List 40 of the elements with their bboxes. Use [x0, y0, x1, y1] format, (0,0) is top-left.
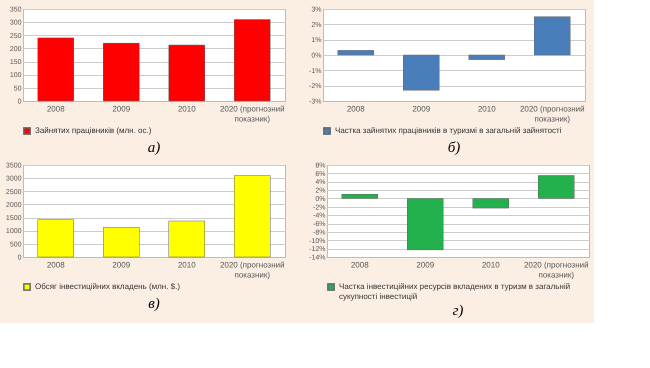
bar	[168, 220, 205, 258]
x-tick-label: 2009	[412, 104, 431, 114]
x-tick-label: 2020 (прогнозний показник)	[524, 260, 589, 280]
bar	[342, 194, 378, 199]
bar	[38, 219, 74, 258]
text: б)	[448, 140, 460, 156]
text: а)	[148, 140, 160, 156]
x-tick-label: 2020 (прогнозний показник)	[220, 104, 285, 124]
bar	[234, 19, 270, 102]
x-tick-label: 2020 (прогнозний показник)	[520, 104, 585, 124]
x-tick-label: 2020 (прогнозний показник)	[220, 260, 285, 280]
text: г)	[452, 303, 464, 319]
legend-label: Частка зайнятих працівників в туризмі в загальній зайнятості	[335, 126, 562, 135]
bar	[338, 50, 374, 56]
legend-label: Обсяг інвестиційних вкладень (млн. $.)	[35, 282, 180, 291]
x-tick-label: 2008	[46, 260, 66, 270]
bar	[234, 175, 270, 258]
x-tick-label: 2009	[416, 260, 435, 270]
x-tick-label: 2009	[112, 104, 131, 114]
text: в)	[148, 296, 160, 312]
bar	[534, 16, 570, 56]
bar	[103, 42, 140, 102]
bar	[538, 175, 574, 199]
x-tick-label: 2010	[178, 260, 196, 270]
x-tick-label: 2008	[350, 260, 370, 270]
bar	[38, 38, 74, 102]
bar	[472, 198, 509, 208]
x-tick-label: 2008	[46, 104, 66, 114]
x-tick-label: 2008	[346, 104, 366, 114]
x-tick-label: 2010	[482, 260, 500, 270]
bar	[403, 54, 440, 91]
legend-label: Зайнятих працівників (млн. ос.)	[35, 126, 152, 135]
x-tick-label: 2010	[178, 104, 196, 114]
bar	[468, 54, 505, 60]
legend-label: Частка інвестиційних ресурсів вкладених в туризм в загальній сукупності інвестицій	[339, 282, 570, 301]
x-tick-label: 2010	[478, 104, 496, 114]
bar	[168, 44, 205, 102]
bar	[407, 198, 444, 250]
x-tick-label: 2009	[112, 260, 131, 270]
bar	[103, 227, 140, 258]
